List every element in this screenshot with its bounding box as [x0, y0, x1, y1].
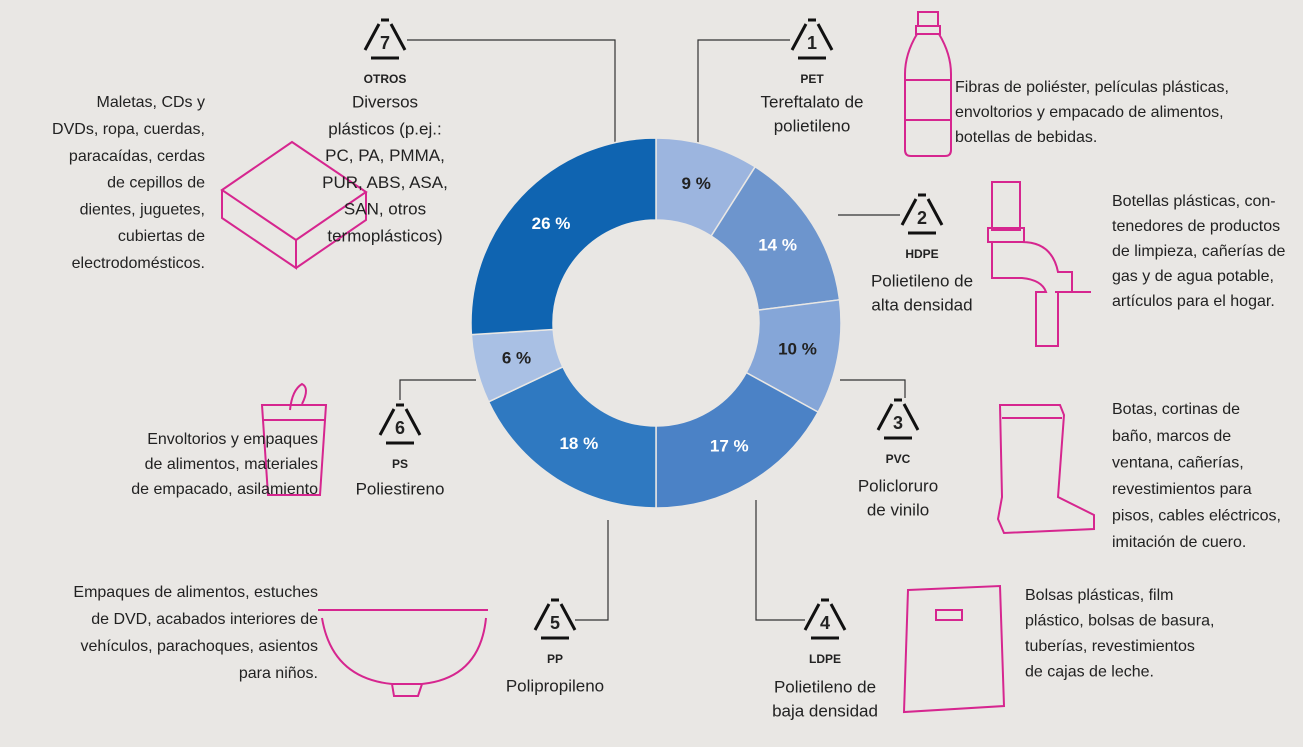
- resin-name: polietileno: [774, 116, 851, 135]
- usage-description: de alimentos, materiales: [145, 456, 318, 473]
- bottle-icon: [905, 12, 951, 156]
- resin-abbreviation: PP: [547, 652, 563, 666]
- value-label: 10 %: [778, 339, 817, 358]
- resin-abbreviation: PET: [800, 72, 824, 86]
- usage-description: de cajas de leche.: [1025, 664, 1154, 681]
- value-label: 14 %: [758, 235, 797, 254]
- usage-description: Botas, cortinas de: [1112, 401, 1240, 418]
- value-label: 18 %: [559, 434, 598, 453]
- value-label: 6 %: [502, 348, 531, 367]
- donut-slice: [471, 138, 656, 335]
- usage-description: plástico, bolsas de basura,: [1025, 613, 1214, 630]
- bag-icon: [904, 586, 1004, 712]
- usage-description: envoltorios y empacado de alimentos,: [955, 104, 1224, 121]
- boot-icon: [998, 405, 1094, 533]
- usage-description: Fibras de poliéster, películas plásticas…: [955, 79, 1229, 96]
- usage-description: artículos para el hogar.: [1112, 293, 1275, 310]
- resin-abbreviation: PS: [392, 457, 408, 471]
- resin-code: 1: [807, 33, 817, 53]
- resin-code: 7: [380, 33, 390, 53]
- resin-abbreviation: OTROS: [364, 72, 407, 86]
- resin-code: 6: [395, 418, 405, 438]
- resin-name: termoplásticos): [327, 226, 442, 245]
- usage-description: electrodomésticos.: [72, 255, 205, 272]
- usage-description: Maletas, CDs y: [97, 94, 205, 111]
- usage-description: paracaídas, cerdas: [69, 148, 205, 165]
- leader-line: [400, 380, 476, 400]
- usage-description: Envoltorios y empaques: [147, 431, 318, 448]
- leader-line: [575, 520, 608, 620]
- usage-description: vehículos, parachoques, asientos: [81, 638, 318, 655]
- resin-name: PC, PA, PMMA,: [325, 146, 445, 165]
- usage-description: de DVD, acabados interiores de: [91, 611, 318, 628]
- usage-description: dientes, juguetes,: [80, 201, 205, 218]
- resin-code: 4: [820, 613, 830, 633]
- usage-description: Botellas plásticas, con-: [1112, 193, 1276, 210]
- usage-description: cubiertas de: [118, 228, 205, 245]
- usage-description: ventana, cañerías,: [1112, 454, 1244, 471]
- leader-line: [840, 380, 905, 398]
- usage-description: tuberías, revestimientos: [1025, 638, 1195, 655]
- usage-description: Bolsas plásticas, film: [1025, 587, 1174, 604]
- resin-name: SAN, otros: [344, 200, 426, 219]
- resin-code: 5: [550, 613, 560, 633]
- usage-description: de limpieza, cañerías de: [1112, 243, 1286, 260]
- usage-description: revestimientos para: [1112, 481, 1252, 498]
- resin-name: PUR, ABS, ASA,: [322, 173, 448, 192]
- resin-name: Diversos: [352, 92, 418, 111]
- leader-line: [756, 500, 805, 620]
- value-label: 17 %: [710, 436, 749, 455]
- usage-description: tenedores de productos: [1112, 218, 1280, 235]
- resin-name: de vinilo: [867, 500, 929, 519]
- resin-name: baja densidad: [772, 701, 878, 720]
- usage-description: imitación de cuero.: [1112, 534, 1246, 551]
- value-label: 9 %: [682, 174, 711, 193]
- resin-abbreviation: PVC: [886, 452, 911, 466]
- resin-name: Polipropileno: [506, 676, 604, 695]
- resin-name: alta densidad: [871, 295, 972, 314]
- resin-code: 3: [893, 413, 903, 433]
- resin-name: Policloruro: [858, 476, 938, 495]
- pipe-icon: [988, 182, 1091, 346]
- resin-name: Poliestireno: [356, 479, 445, 498]
- resin-name: Tereftalato de: [760, 92, 863, 111]
- bowl-icon: [318, 610, 488, 696]
- usage-description: baño, marcos de: [1112, 428, 1231, 445]
- usage-description: botellas de bebidas.: [955, 129, 1097, 146]
- resin-abbreviation: LDPE: [809, 652, 841, 666]
- resin-name: Polietileno de: [774, 677, 876, 696]
- infographic: 9 % 14 % 10 % 17 % 18 % 6 % 26 % 1 PET Tereftalat…: [0, 0, 1303, 747]
- usage-description: DVDs, ropa, cuerdas,: [52, 121, 205, 138]
- usage-description: gas y de agua potable,: [1112, 268, 1274, 285]
- resin-code: 2: [917, 208, 927, 228]
- usage-description: de cepillos de: [107, 175, 205, 192]
- value-label: 26 %: [532, 214, 571, 233]
- usage-description: pisos, cables eléctricos,: [1112, 508, 1281, 525]
- resin-name: Polietileno de: [871, 271, 973, 290]
- usage-description: para niños.: [239, 665, 318, 682]
- usage-description: de empacado, asilamiento: [131, 481, 318, 498]
- resin-abbreviation: HDPE: [905, 247, 938, 261]
- usage-description: Empaques de alimentos, estuches: [73, 584, 318, 601]
- resin-name: plásticos (p.ej.:: [328, 119, 441, 138]
